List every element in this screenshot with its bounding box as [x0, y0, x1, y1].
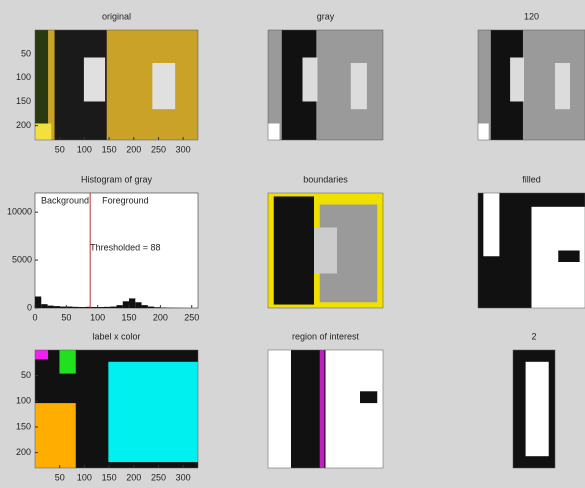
image-region	[59, 350, 75, 374]
x-tick-label: 100	[77, 144, 92, 154]
image-region	[483, 193, 499, 256]
panel-title: 2	[531, 331, 536, 341]
image-region	[558, 251, 579, 263]
x-tick-label: 50	[55, 144, 65, 154]
x-tick-label: 250	[184, 312, 199, 322]
histogram-bar	[148, 307, 154, 308]
panel-title: gray	[317, 11, 335, 21]
histogram-bar	[142, 305, 148, 308]
annotation: Foreground	[102, 195, 149, 205]
image-region	[84, 58, 105, 102]
histogram-bar	[35, 297, 41, 309]
image-region	[526, 362, 549, 456]
histogram-bar	[135, 302, 141, 308]
image-region	[510, 58, 524, 102]
x-tick-label: 100	[77, 472, 92, 482]
y-tick-label: 150	[16, 421, 31, 431]
y-tick-label: 200	[16, 120, 31, 130]
y-tick-label: 0	[27, 302, 32, 312]
y-tick-label: 100	[16, 396, 31, 406]
image-region	[360, 391, 377, 403]
x-tick-label: 300	[176, 472, 191, 482]
image-region	[35, 350, 48, 359]
image-region	[555, 63, 570, 109]
panel-title: boundaries	[303, 174, 348, 184]
histogram-bar	[129, 298, 135, 308]
y-tick-label: 50	[21, 48, 31, 58]
image-region	[351, 63, 367, 109]
histogram-bar	[41, 304, 47, 308]
histogram-bar	[154, 307, 160, 308]
x-tick-label: 150	[122, 312, 137, 322]
histogram-bar	[73, 307, 79, 308]
histogram-bar	[91, 307, 97, 308]
panel-title: region of interest	[292, 331, 360, 341]
histogram-bar	[60, 307, 66, 308]
x-tick-label: 50	[55, 472, 65, 482]
panel-title: label x color	[92, 331, 140, 341]
threshold-label: Thresholded = 88	[90, 242, 160, 252]
histogram-bar	[98, 307, 104, 308]
panel-title: filled	[522, 174, 541, 184]
histogram-bar	[117, 305, 123, 308]
image-region	[268, 124, 280, 141]
x-tick-label: 200	[153, 312, 168, 322]
x-tick-label: 100	[90, 312, 105, 322]
y-tick-label: 150	[16, 96, 31, 106]
x-tick-label: 250	[151, 144, 166, 154]
histogram-bar	[123, 301, 129, 308]
x-tick-label: 150	[102, 144, 117, 154]
histogram-bar	[66, 307, 72, 308]
annotation: Background	[41, 195, 89, 205]
histogram-bar	[79, 307, 85, 308]
panel-title: 120	[524, 11, 539, 21]
y-tick-label: 10000	[7, 207, 32, 217]
image-region	[320, 350, 325, 468]
y-tick-label: 5000	[12, 254, 32, 264]
x-tick-label: 0	[32, 312, 37, 322]
figure: original5010015020025030050100150200gray…	[0, 0, 585, 488]
y-tick-label: 50	[21, 370, 31, 380]
image-region	[35, 403, 76, 468]
image-region	[108, 362, 198, 462]
y-tick-label: 100	[16, 72, 31, 82]
histogram-bar	[48, 306, 54, 308]
x-tick-label: 150	[102, 472, 117, 482]
x-tick-label: 200	[126, 144, 141, 154]
image-region	[274, 196, 314, 304]
histogram-bar	[110, 307, 116, 308]
x-tick-label: 200	[126, 472, 141, 482]
image-region	[303, 58, 318, 102]
image-region	[478, 124, 489, 141]
histogram-bar	[54, 306, 60, 308]
panel-title: original	[102, 11, 131, 21]
panel-title: Histogram of gray	[81, 174, 153, 184]
x-tick-label: 250	[151, 472, 166, 482]
x-tick-label: 50	[61, 312, 71, 322]
x-tick-label: 300	[176, 144, 191, 154]
image-region	[314, 228, 337, 274]
histogram-bar	[104, 307, 110, 308]
y-tick-label: 200	[16, 447, 31, 457]
image-region	[152, 63, 175, 109]
